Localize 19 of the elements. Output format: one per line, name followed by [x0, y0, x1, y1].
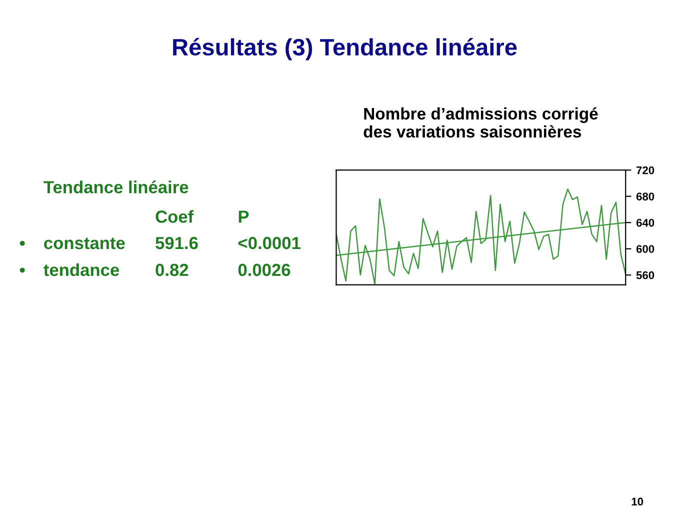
text: •: [20, 240, 25, 246]
y-tick-label: 640: [636, 218, 654, 227]
y-tick-label: 560: [636, 271, 654, 280]
chart-title: Résultats (3) Tendance linéaire: [173, 38, 517, 60]
text: Coef: [156, 210, 194, 223]
text: 0.0026: [238, 264, 290, 276]
text: 0.82: [156, 264, 188, 276]
text: P: [238, 210, 249, 223]
text: Tendance linéaire: [44, 180, 188, 194]
y-tick-label: 600: [636, 245, 654, 253]
y-tick-label: 720: [636, 166, 654, 174]
text: •: [20, 268, 25, 273]
text: tendance: [44, 263, 120, 276]
text: 10: [632, 498, 644, 506]
text: <0.0001: [238, 236, 300, 250]
y-tick-label: 680: [636, 192, 654, 200]
chart-subtitle: Nombre d’admissions corrigé des variations saisonnières: [364, 107, 598, 138]
text: 591.6: [156, 236, 198, 250]
text: constante: [44, 238, 125, 250]
